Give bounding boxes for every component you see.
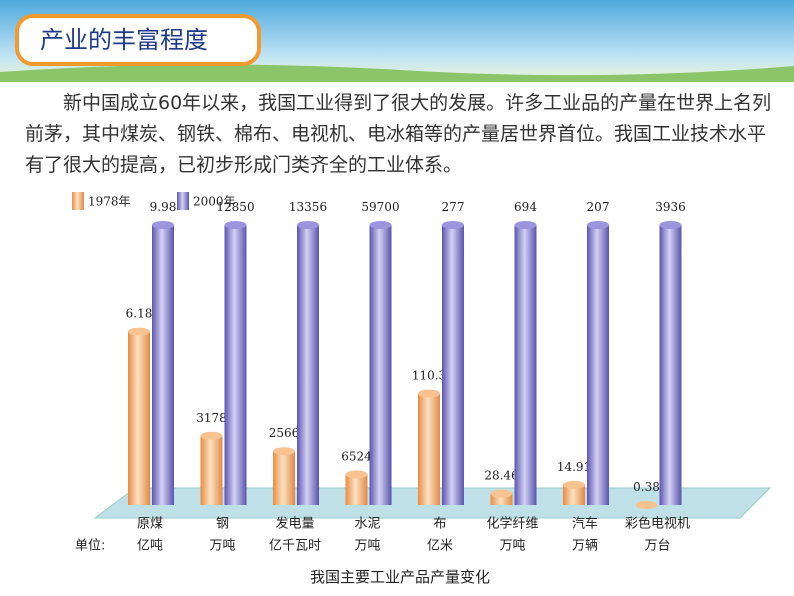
value-label: 694 <box>514 200 537 214</box>
value-label: 110.3 <box>412 369 446 383</box>
bar-cap <box>490 489 513 498</box>
x-tick-label: 彩色电视机 <box>625 516 690 532</box>
x-tick-label: 布 <box>433 517 446 532</box>
bar <box>297 225 319 505</box>
x-tick-label: 原煤 <box>137 517 163 532</box>
grass <box>0 64 794 82</box>
bar <box>369 225 392 505</box>
bar-cap <box>563 480 585 489</box>
bar-cap <box>587 221 609 229</box>
paragraph: 新中国成立60年以来，我国工业得到了很大的发展。许多工业品的产量在世界上名列前茅… <box>25 92 772 176</box>
unit-label: 万吨 <box>499 539 525 554</box>
x-tick-label: 钢 <box>216 517 229 532</box>
x-tick-label: 发电量 <box>275 516 314 532</box>
bar <box>418 393 440 505</box>
legend-label: 1978年 <box>88 195 131 209</box>
value-label: 6.18 <box>126 307 153 321</box>
bar <box>200 435 223 505</box>
bar <box>514 225 537 505</box>
x-tick-label: 化学纤维 <box>486 516 538 532</box>
bar <box>442 225 464 505</box>
bar-cap <box>273 447 295 456</box>
bar-cap <box>152 221 174 229</box>
value-label: 2566 <box>269 426 300 440</box>
x-tick-label: 水泥 <box>354 517 380 532</box>
bar <box>273 451 295 505</box>
bar-cap <box>442 221 464 229</box>
x-tick-label: 汽车 <box>572 516 598 532</box>
legend-swatch <box>72 192 84 210</box>
bar-cap <box>345 470 368 479</box>
unit-label: 亿吨 <box>137 539 163 554</box>
chart-title: 我国主要工业产品产量变化 <box>310 568 490 586</box>
bar-cap <box>297 221 319 229</box>
bar <box>563 484 585 505</box>
bar <box>152 225 174 505</box>
value-label: 6524 <box>341 449 372 463</box>
bar-cap <box>418 389 440 398</box>
slide-title: 产业的丰富程度 <box>40 26 208 54</box>
bar-cap <box>369 221 392 229</box>
unit-label: 万台 <box>644 539 670 554</box>
unit-label: 万吨 <box>354 539 380 554</box>
value-label: 207 <box>587 200 610 214</box>
unit-label: 万辆 <box>572 539 598 554</box>
value-label: 14.91 <box>557 460 591 474</box>
value-label: 3936 <box>655 200 686 214</box>
bar <box>587 225 609 505</box>
bar <box>128 331 150 505</box>
bar-cap <box>200 431 223 440</box>
unit-label: 万吨 <box>209 539 235 554</box>
legend-label: 2000年 <box>193 195 236 209</box>
bar <box>345 474 368 505</box>
unit-label: 亿千瓦时 <box>269 539 321 554</box>
value-label: 59700 <box>361 200 399 214</box>
unit-caption: 单位: <box>75 539 105 554</box>
value-label: 9.98 <box>150 200 177 214</box>
bar <box>224 225 247 505</box>
title-box <box>15 14 261 66</box>
value-label: 3178 <box>196 411 227 425</box>
bar-cap <box>659 221 682 229</box>
value-label: 28.46 <box>484 469 518 483</box>
bar-cap <box>635 500 658 509</box>
value-label: 0.38 <box>633 480 660 494</box>
text-box: 新中国成立60年以来，我国工业得到了很大的发展。许多工业品的产量在世界上名列前茅… <box>25 92 772 176</box>
bar-cap <box>224 221 247 229</box>
bar <box>659 225 682 505</box>
value-label: 13356 <box>289 200 327 214</box>
bar <box>490 493 513 505</box>
bar-cap <box>514 221 537 229</box>
unit-label: 亿米 <box>427 539 453 554</box>
bar-cap <box>128 327 150 336</box>
legend-swatch <box>177 192 189 210</box>
value-label: 12850 <box>216 200 254 214</box>
value-label: 277 <box>442 200 465 214</box>
